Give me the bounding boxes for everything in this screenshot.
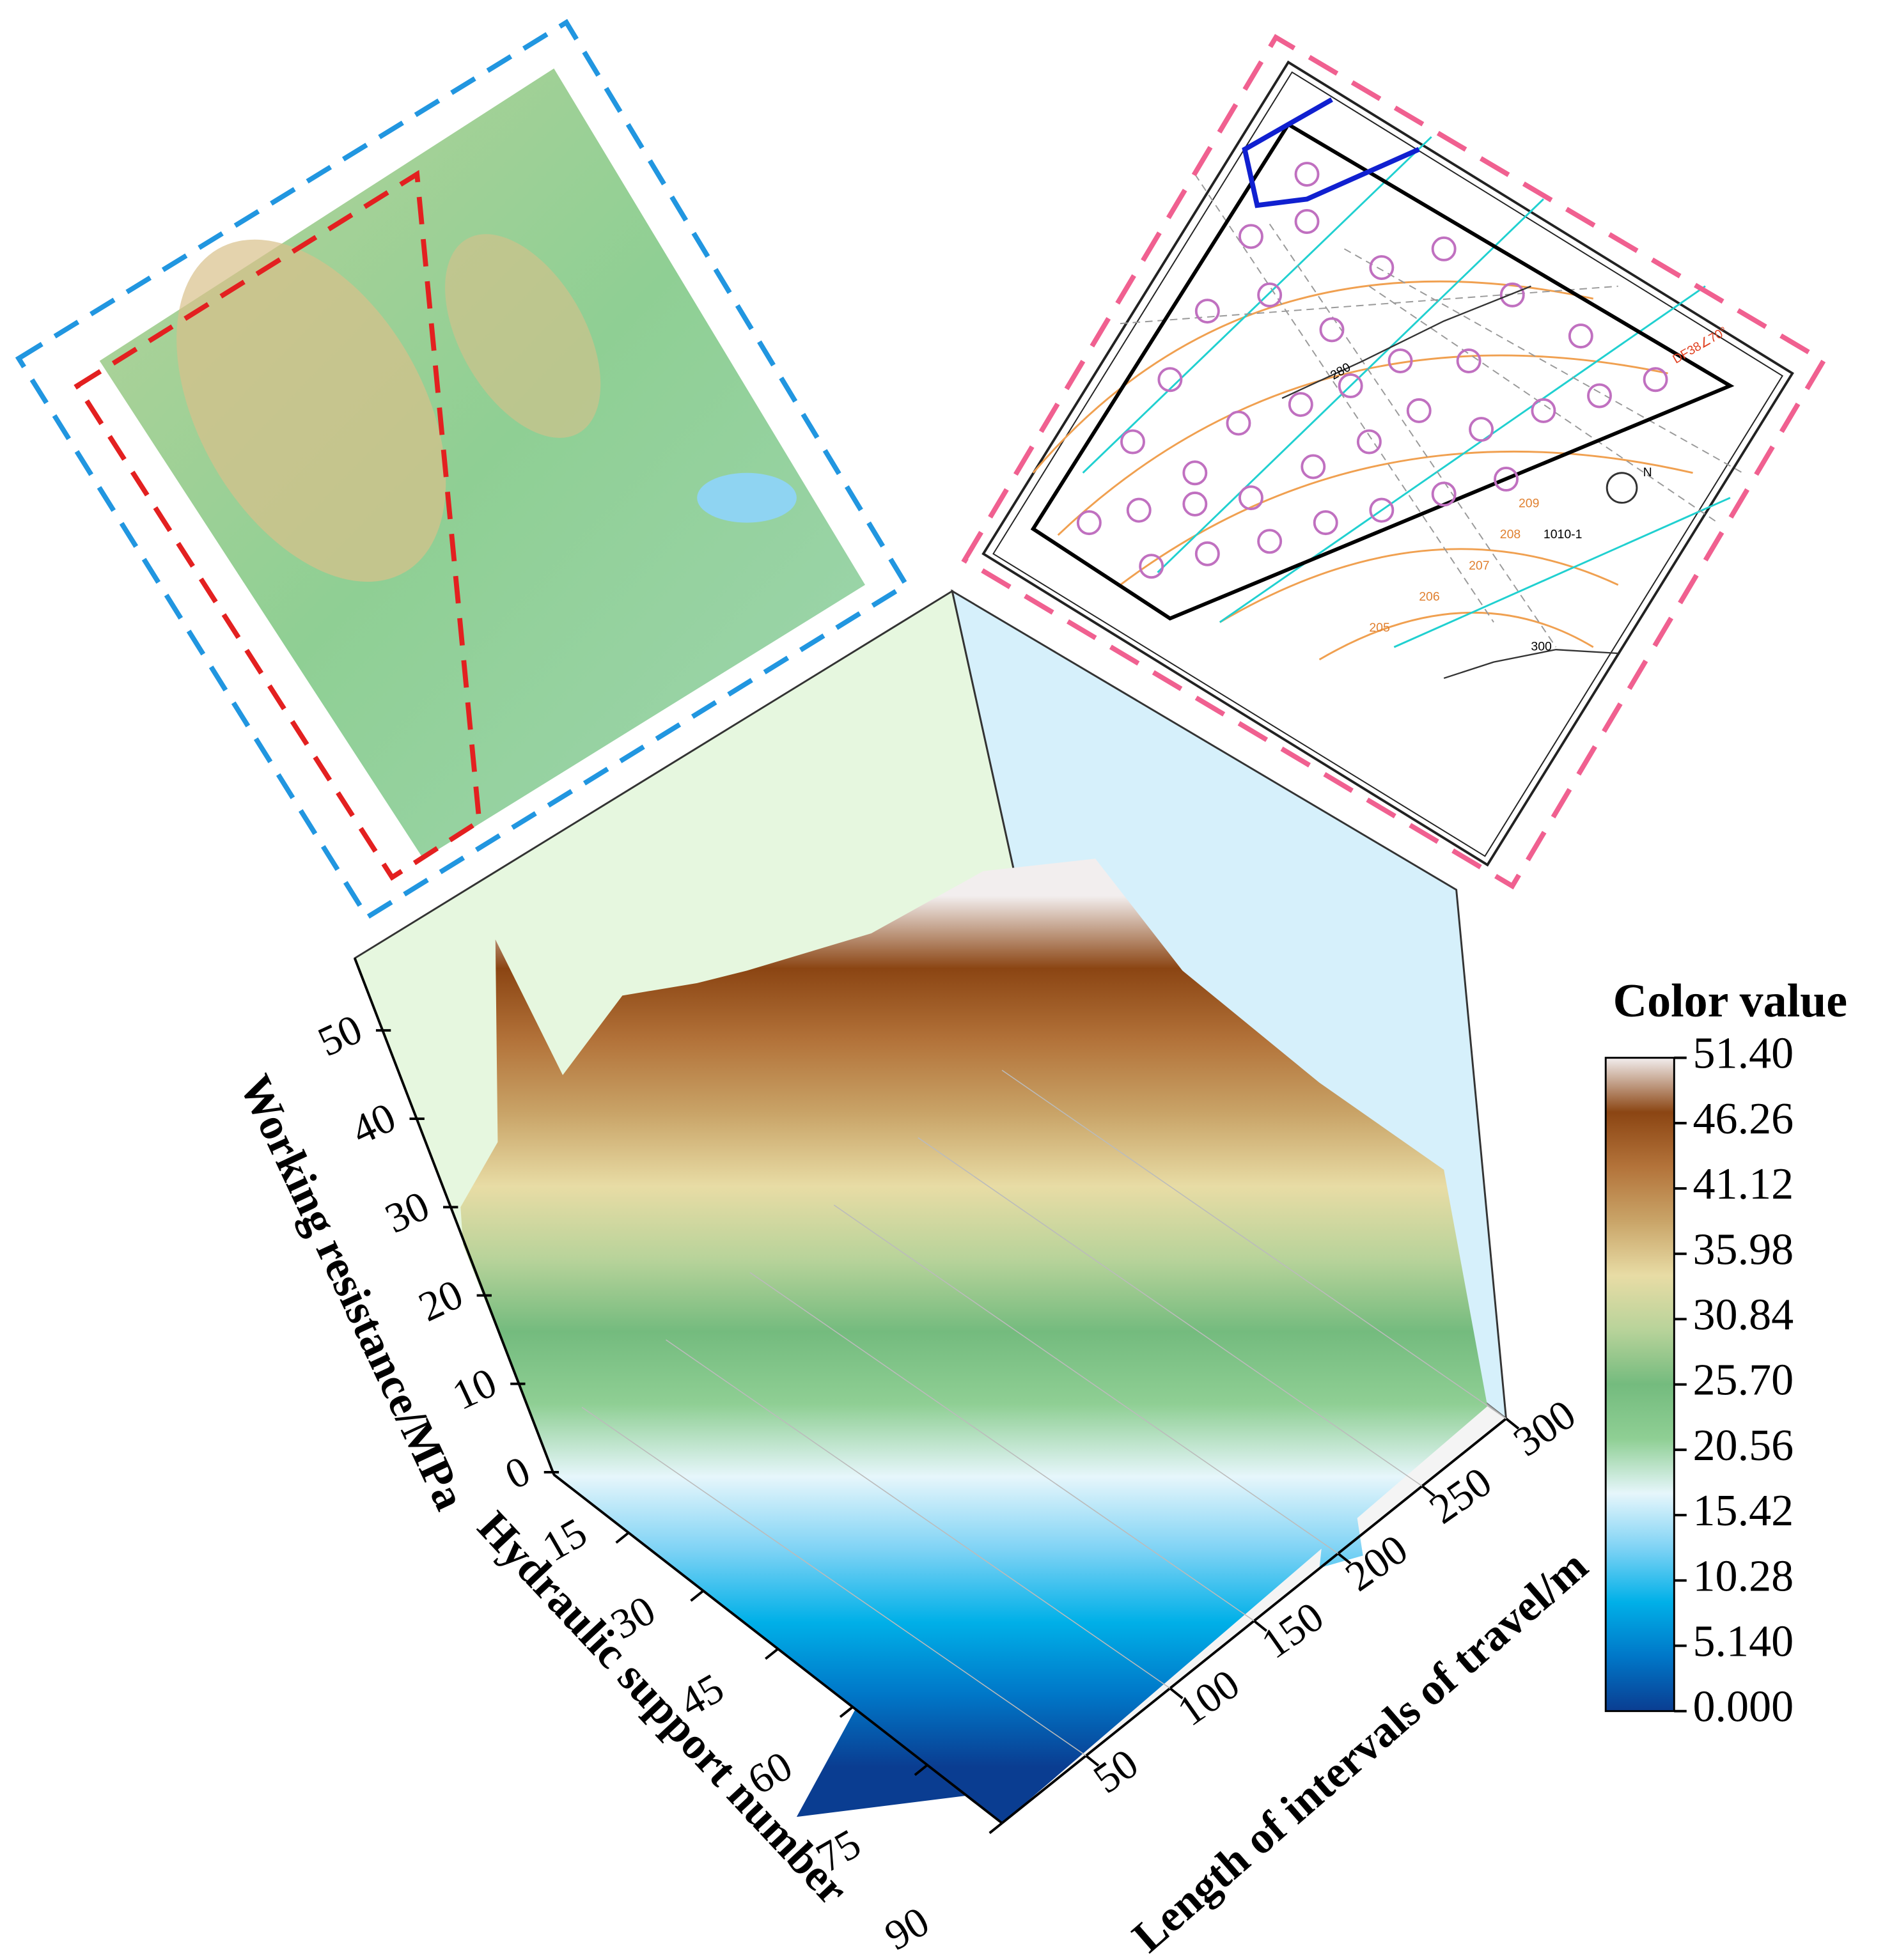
x-tick [1169,1687,1184,1700]
map-label: 1010-1 [1544,527,1583,541]
colorbar-tick-label: 5.140 [1693,1617,1794,1667]
colorbar [1604,1057,1675,1713]
z-tick-label: 50 [311,1006,370,1066]
surface [460,859,1488,1823]
map-border [992,71,1783,857]
inset-low [697,472,797,523]
grid-line [833,1204,1339,1554]
map-label: 209 [1519,497,1539,511]
surface-dip [1319,1394,1363,1568]
x-tick [1253,1620,1267,1632]
inset-peak [176,239,446,582]
isolines [1082,136,1731,648]
colorbar-tick-label: 0.000 [1693,1683,1794,1732]
map-label: 206 [1419,590,1439,604]
map-label: 207 [1469,559,1489,573]
colorbar-tick-label: 46.26 [1693,1094,1794,1144]
x-tick [1505,1417,1520,1430]
colorbar-tick-label: 10.28 [1693,1552,1794,1601]
map-label: 205 [1369,621,1389,635]
colorbar-tick-label: 15.42 [1693,1486,1794,1536]
inset-peak [445,234,601,438]
inset-region [74,169,482,881]
z-tick-label: 20 [412,1271,470,1331]
grid-line [918,1137,1423,1487]
colorbar-tick-label: 41.12 [1693,1160,1794,1209]
top-view-inset [15,19,910,921]
boreholes [1076,162,1668,579]
inset-frame [961,34,1827,890]
y-tick [765,1647,779,1660]
y-tick [914,1764,928,1777]
colorbar-tick-label: 25.70 [1693,1356,1794,1405]
y-tick-label: 90 [877,1898,937,1959]
colorbar-title: Color value [1613,975,1847,1027]
grid-line [581,1406,1086,1757]
y-tick [839,1706,854,1718]
colorbar-tick-label: 51.40 [1693,1029,1794,1078]
x-tick [1421,1485,1435,1497]
surface-peak [495,939,585,1158]
grid-line [666,1339,1171,1689]
north-arrow [1606,472,1638,504]
surface-body [460,859,1488,1823]
y-tick [989,1822,1003,1834]
survey-line [1443,648,1618,680]
colorbar-tick-label: 20.56 [1693,1421,1794,1470]
surface-dip [796,1680,996,1817]
map-inset: 280 300 1010-1 205 206 207 208 209 DF38∠… [961,34,1827,890]
roadway [1242,97,1420,208]
colorbar-tick-label: 30.84 [1693,1291,1794,1340]
surface-peak [722,1095,785,1245]
z-tick-label: 0 [498,1447,537,1498]
surface-peak [1058,859,1127,1046]
x-tick [1337,1552,1352,1565]
inset-frame [15,19,910,921]
x-tick-label: 300 [1505,1391,1584,1466]
y-tick [690,1589,705,1602]
grid [1120,173,1743,648]
map-label: N [1643,465,1652,479]
x-tick [1085,1754,1100,1767]
y-tick [615,1532,630,1544]
z-tick-label: 30 [379,1182,437,1242]
z-tick-label: 40 [345,1094,403,1154]
z-axis [354,958,556,1475]
map-label: 300 [1531,639,1552,653]
colorbar-tick-label: 35.98 [1693,1225,1794,1274]
z-tick-label: 10 [446,1359,504,1419]
surface-peak [946,871,1033,1071]
grid-line [1001,1069,1506,1419]
grid-line [749,1272,1255,1622]
panel-outline [1030,121,1735,621]
map-label: 208 [1500,527,1521,541]
survey-line [1281,285,1531,399]
